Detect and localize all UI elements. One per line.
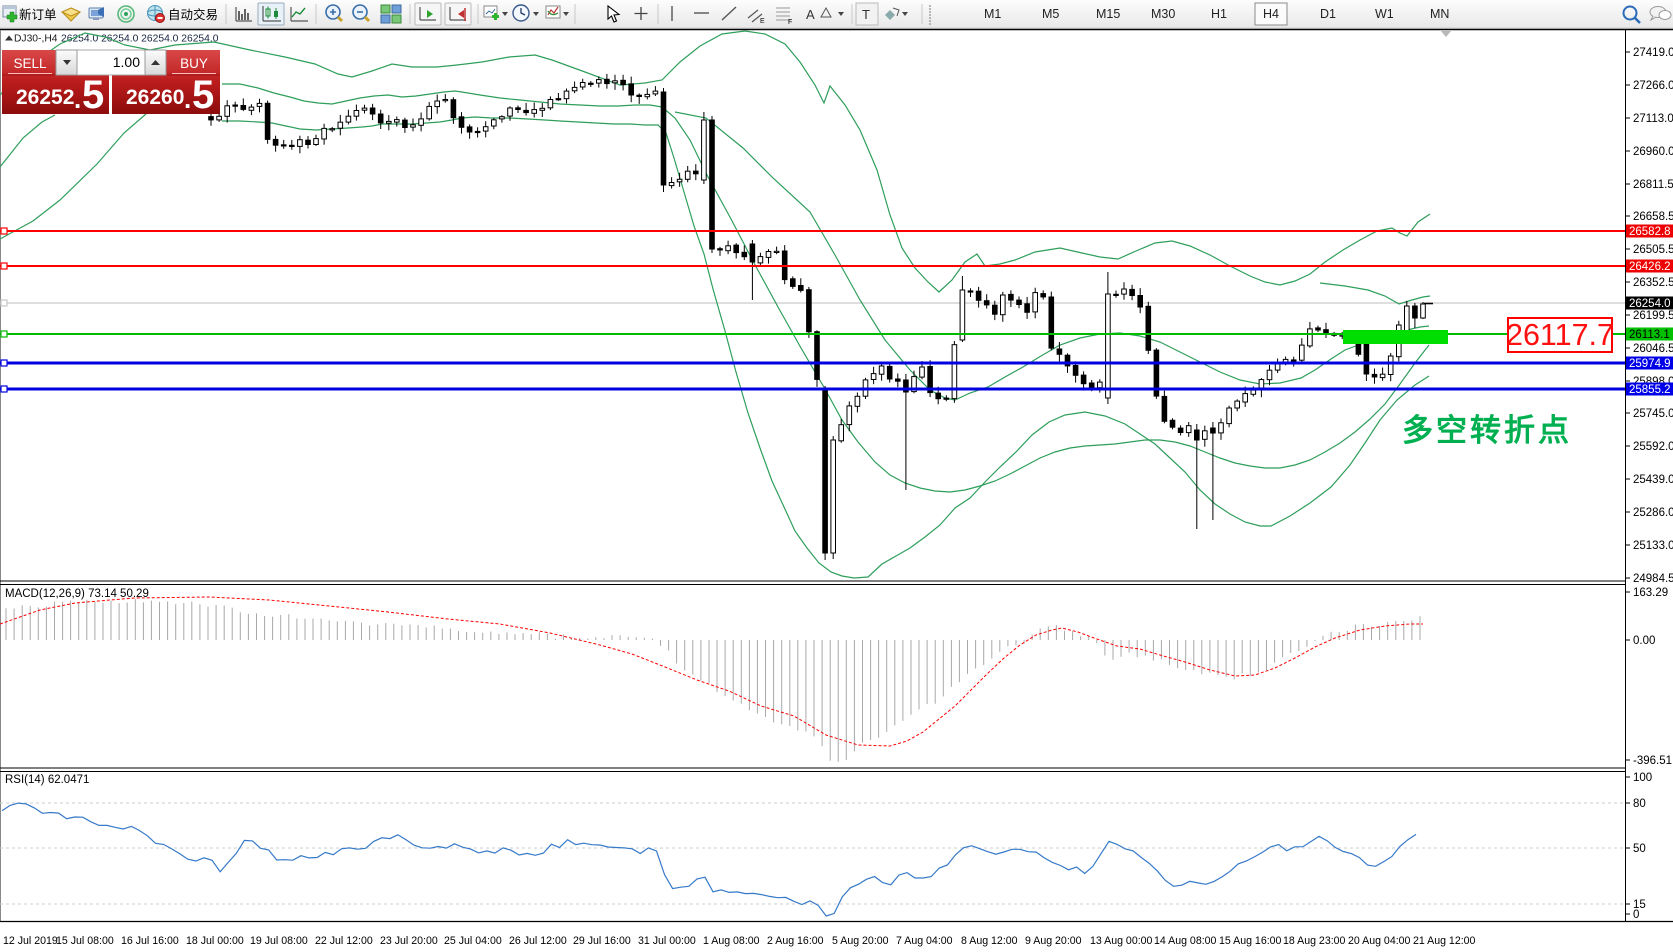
svg-text:27113.0: 27113.0 [1633,113,1673,125]
svg-text:MACD(12,26,9) 73.14 50.29: MACD(12,26,9) 73.14 50.29 [5,588,149,600]
svg-text:9 Aug 20:00: 9 Aug 20:00 [1025,935,1082,947]
svg-text:50: 50 [1633,843,1646,855]
svg-text:26352.5: 26352.5 [1633,277,1673,289]
svg-text:26254.0: 26254.0 [1629,298,1671,310]
svg-text:A: A [806,7,815,22]
svg-text:26046.5: 26046.5 [1633,343,1673,355]
svg-text:27419.0: 27419.0 [1633,47,1673,59]
svg-text:26 Jul 12:00: 26 Jul 12:00 [509,935,567,947]
svg-text:25286.0: 25286.0 [1633,507,1673,519]
svg-text:1.00: 1.00 [113,54,140,70]
svg-text:16 Jul 16:00: 16 Jul 16:00 [121,935,179,947]
svg-text:18 Aug 23:00: 18 Aug 23:00 [1283,935,1346,947]
svg-text:0.00: 0.00 [1633,635,1655,647]
svg-text:自动交易: 自动交易 [168,7,218,22]
svg-text:0: 0 [1633,909,1639,921]
svg-text:13 Aug 00:00: 13 Aug 00:00 [1090,935,1153,947]
svg-text:新订单: 新订单 [19,7,57,22]
svg-text:W1: W1 [1375,7,1394,21]
svg-text:7 Aug 04:00: 7 Aug 04:00 [896,935,953,947]
svg-text:H4: H4 [1263,7,1279,21]
svg-text:26658.5: 26658.5 [1633,211,1673,223]
svg-text:E: E [760,18,765,25]
svg-text:M5: M5 [1042,7,1059,21]
svg-text:26199.5: 26199.5 [1633,310,1673,322]
svg-text:T: T [862,7,870,22]
svg-text:25855.2: 25855.2 [1629,384,1671,396]
svg-text:18 Jul 00:00: 18 Jul 00:00 [186,935,244,947]
svg-text:F: F [788,19,792,26]
svg-text:26582.8: 26582.8 [1629,226,1671,238]
svg-text:27266.0: 27266.0 [1633,80,1673,92]
svg-text:M15: M15 [1096,7,1120,21]
svg-text:25592.0: 25592.0 [1633,441,1673,453]
svg-text:19 Jul 08:00: 19 Jul 08:00 [250,935,308,947]
svg-text:M30: M30 [1151,7,1175,21]
svg-text:25745.0: 25745.0 [1633,408,1673,420]
svg-text:80: 80 [1633,798,1646,810]
svg-text:26113.1: 26113.1 [1629,329,1670,341]
svg-text:26505.5: 26505.5 [1633,244,1673,256]
svg-text:26426.2: 26426.2 [1629,261,1671,273]
svg-text:多空转折点: 多空转折点 [1402,413,1572,448]
svg-text:1 Aug 08:00: 1 Aug 08:00 [703,935,760,947]
svg-text:22 Jul 12:00: 22 Jul 12:00 [315,935,373,947]
svg-text:12 Jul 2019: 12 Jul 2019 [3,935,58,947]
svg-text:26960.0: 26960.0 [1633,146,1673,158]
svg-text:25439.0: 25439.0 [1633,474,1673,486]
svg-text:26260: 26260 [126,86,184,109]
svg-text:.: . [184,84,191,114]
svg-text:5 Aug 20:00: 5 Aug 20:00 [832,935,889,947]
svg-text:DJ30-,H4: DJ30-,H4 [14,34,58,45]
svg-text:2 Aug 16:00: 2 Aug 16:00 [767,935,824,947]
svg-text:SELL: SELL [13,56,47,71]
svg-text:31 Jul 00:00: 31 Jul 00:00 [638,935,696,947]
svg-text:25 Jul 04:00: 25 Jul 04:00 [444,935,502,947]
svg-text:100: 100 [1633,772,1652,784]
svg-text:25974.9: 25974.9 [1629,358,1671,370]
svg-text:14 Aug 08:00: 14 Aug 08:00 [1154,935,1217,947]
svg-text:15: 15 [1633,899,1646,911]
svg-text:23 Jul 20:00: 23 Jul 20:00 [380,935,438,947]
svg-text:M1: M1 [984,7,1001,21]
svg-text:21 Aug 12:00: 21 Aug 12:00 [1413,935,1476,947]
svg-text:MN: MN [1430,7,1449,21]
svg-text:26254.0 26254.0 26254.0 26254.: 26254.0 26254.0 26254.0 26254.0 [61,34,219,45]
svg-text:15 Aug 16:00: 15 Aug 16:00 [1219,935,1282,947]
svg-text:24984.5: 24984.5 [1633,573,1673,585]
svg-text:H1: H1 [1211,7,1227,21]
svg-text:BUY: BUY [180,56,208,71]
svg-text:5: 5 [192,73,214,117]
svg-text:29 Jul 16:00: 29 Jul 16:00 [573,935,631,947]
svg-text:26252: 26252 [16,86,74,109]
svg-text:.: . [74,84,81,114]
svg-text:20 Aug 04:00: 20 Aug 04:00 [1348,935,1411,947]
svg-text:26811.5: 26811.5 [1633,179,1673,191]
svg-text:RSI(14) 62.0471: RSI(14) 62.0471 [5,774,89,786]
svg-text:D1: D1 [1320,7,1336,21]
svg-text:-396.51: -396.51 [1633,755,1672,767]
svg-text:26117.7: 26117.7 [1506,318,1614,352]
svg-text:8 Aug 12:00: 8 Aug 12:00 [961,935,1018,947]
svg-text:163.29: 163.29 [1633,587,1668,599]
svg-text:15 Jul 08:00: 15 Jul 08:00 [56,935,114,947]
svg-text:5: 5 [82,73,104,117]
svg-text:25133.0: 25133.0 [1633,540,1673,552]
